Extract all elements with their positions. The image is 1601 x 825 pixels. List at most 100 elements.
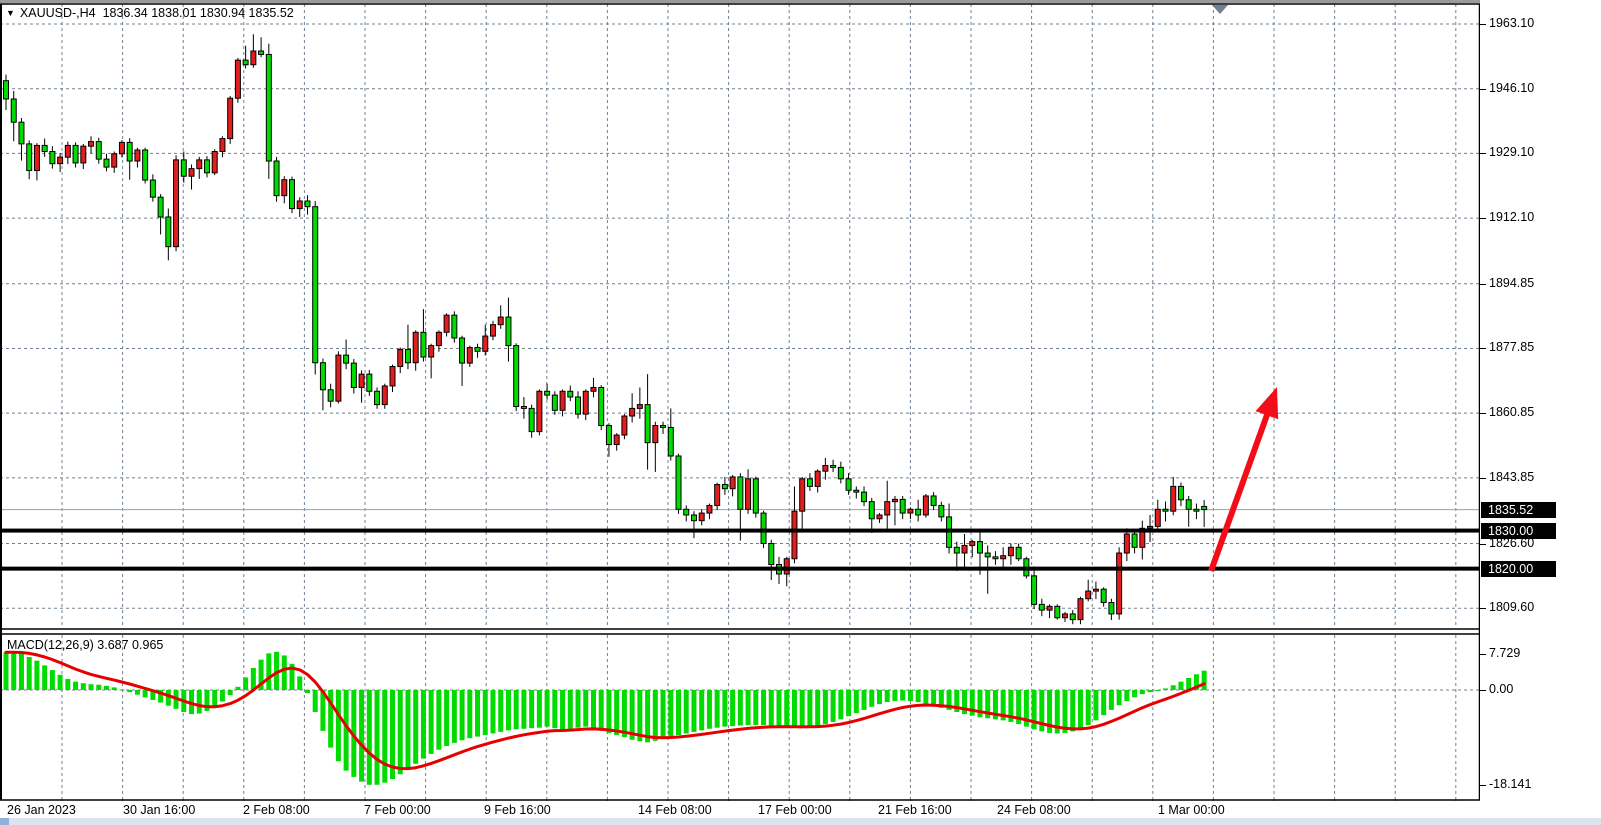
candle-body [714,484,721,506]
candle-body [621,415,628,436]
candle-body [1046,605,1053,611]
candle-body [992,556,999,560]
candle-body [876,514,883,520]
macd-bar [567,690,573,729]
macd-bar [405,690,411,770]
macd-bar [884,690,890,703]
macd-bar [737,690,743,726]
candle-body [1147,525,1154,529]
macd-bar [583,690,589,727]
candle-body [1154,508,1161,527]
candle-body [1177,485,1184,501]
macd-bar [1163,688,1168,690]
macd-bar [544,690,550,727]
macd-bar [390,690,395,780]
candle-body [404,348,411,364]
candle-body [976,541,983,554]
macd-bar [1186,677,1192,690]
macd-bar [1093,690,1099,721]
candle-body [613,434,620,446]
macd-bar [11,651,17,690]
candle-body [234,59,241,99]
horizontal-line-object[interactable] [0,566,1480,571]
macd-bar [320,690,326,731]
candle-body [459,337,466,364]
candle-body [64,144,71,158]
candle-body [567,390,574,398]
candle-body [1069,613,1076,621]
chart-dropdown-icon[interactable]: ▼ [6,7,15,18]
macd-bar [676,690,682,736]
candle-body [142,149,149,181]
macd-bar [861,690,867,710]
candle-body [636,404,643,409]
macd-bar [1008,690,1014,722]
time-axis[interactable]: 26 Jan 2023 30 Jan 16:00 2 Feb 08:00 7 Feb … [0,801,1601,818]
candle-body [157,196,164,218]
candle-body [760,512,767,545]
macd-bar [1070,690,1076,732]
macd-indicator-label: MACD(12,26,9) 3.687 0.965 [7,638,164,652]
macd-bar [266,653,272,690]
macd-bar [243,677,249,690]
candle-body [891,498,898,503]
macd-bar [235,686,241,690]
candle-body [598,386,605,427]
candle-body [575,396,582,415]
candle-body [296,200,303,210]
price-axis-label: 1929.10 [1489,145,1535,160]
candle-body [49,151,56,165]
macd-bar [969,690,975,716]
candle-body [10,98,17,123]
candle-body [737,476,744,510]
macd-bar [359,690,365,782]
candle-body [312,206,319,364]
axis-tick [1480,690,1486,691]
macd-bar [954,690,960,712]
macd-bar [343,690,349,771]
candle-body [698,512,705,522]
candle-body [289,179,296,210]
macd-bar [869,690,875,707]
scroll-nub[interactable] [0,818,9,825]
macd-bar [1201,670,1207,690]
macd-bar [1193,674,1199,690]
trend-arrow-head[interactable] [1255,387,1279,420]
axis-tick [1480,283,1486,285]
candle-body [250,50,257,66]
macd-bar [668,690,674,737]
macd-bar [420,690,426,759]
candle-body [861,491,868,503]
candle-body [211,151,218,174]
macd-bar [637,690,643,742]
candle-body [1123,533,1130,554]
candle-body [953,546,960,554]
macd-bar [614,690,620,736]
macd-bar [1147,690,1153,693]
macd-bar [915,690,921,703]
chart-plot-area[interactable]: ▼ XAUUSD-,H4 1836.34 1838.01 1830.94 183… [0,0,1480,818]
chart-canvas[interactable] [0,0,1480,818]
candle-body [118,141,125,155]
candle-body [1116,552,1123,615]
candle-body [1092,588,1099,592]
macd-bar [451,690,457,743]
macd-bar [150,690,156,700]
macd-bar [111,687,117,690]
bottom-scroll-strip [0,818,1601,825]
candle-body [335,354,342,402]
hline-price-badge: 1830.00 [1481,522,1556,539]
candle-body [729,476,736,490]
horizontal-line-object[interactable] [0,528,1480,533]
macd-bar [536,690,542,728]
axis-tick [1480,654,1486,655]
macd-bar [985,690,991,719]
candle-body [582,390,589,415]
trend-arrow-shaft[interactable] [1208,408,1272,573]
macd-bar [876,690,882,705]
price-axis[interactable]: 1963.10 1946.10 1929.10 1912.10 1894.85 1877.… [1480,0,1601,818]
macd-bar [598,690,604,731]
axis-tick [1480,88,1486,90]
macd-bar [1132,690,1138,698]
candle-body [489,324,496,337]
